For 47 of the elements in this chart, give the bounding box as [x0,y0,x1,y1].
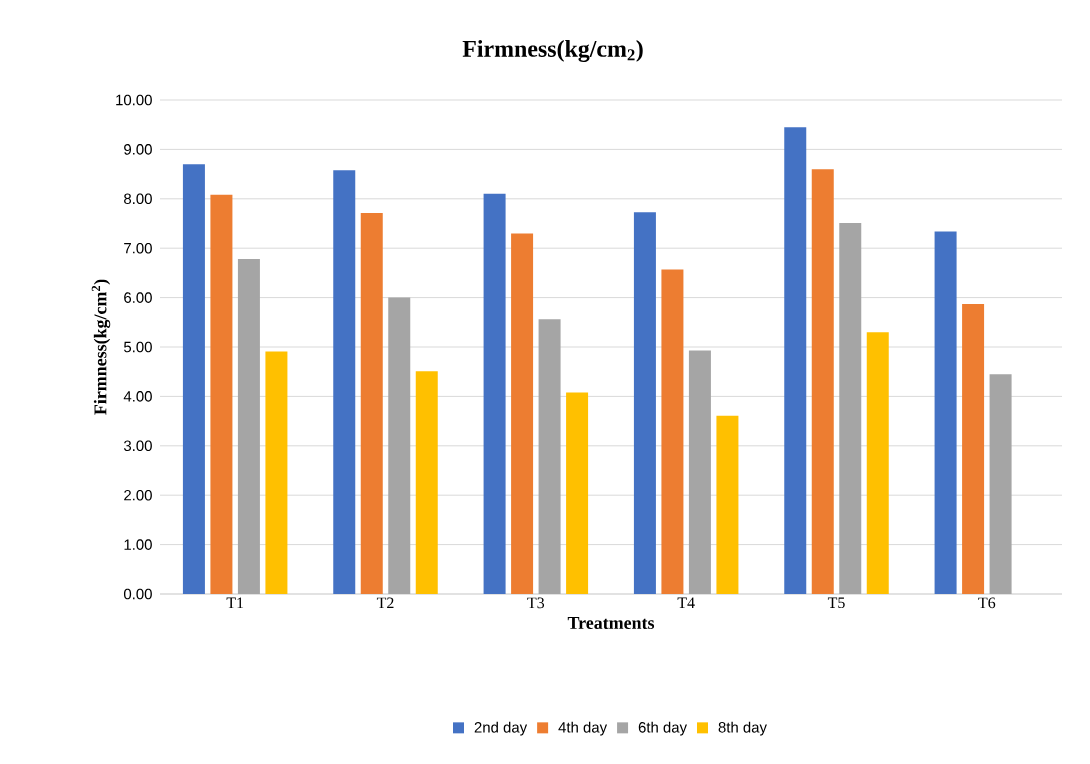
legend-label: 4th day [558,721,608,736]
bar [962,304,985,594]
y-tick-label: 9.00 [124,144,152,155]
legend-label: 6th day [638,721,687,736]
bar [265,351,288,594]
y-tick-label: 5.00 [123,341,152,353]
bar [784,127,807,594]
bar [989,374,1012,594]
bar [333,170,356,594]
chart-title: Firmness(kg/cm$_{2}$) [462,40,643,62]
x-tick-label: T2 [376,597,394,609]
x-axis-title: Treatments [567,617,655,629]
bar [716,415,739,594]
bar [388,297,411,594]
bar [633,212,656,594]
legend-label: 2nd day [474,721,528,736]
bar [839,223,862,594]
bar [688,350,711,594]
x-tick-label: T5 [827,597,845,609]
y-tick-label: 3.00 [123,440,152,452]
y-axis-title: Firmness(kg/cm$^{2}$) [91,279,111,415]
bar [360,213,383,594]
y-tick-label: 10.00 [116,94,152,106]
bar [661,269,684,594]
y-tick-label: 4.00 [123,391,152,402]
y-tick-label: 8.00 [124,193,152,205]
x-tick-label: T4 [677,597,695,609]
x-tick-label: T1 [226,597,244,609]
x-tick-label: T6 [978,597,996,609]
legend-label: 8th day [718,721,767,736]
y-tick-label: 7.00 [124,242,152,254]
y-tick-label: 0.00 [123,588,152,600]
bar [866,332,889,594]
y-tick-label: 1.00 [124,539,152,550]
x-tick-label: T3 [527,597,545,609]
bar [934,231,957,594]
bar [811,169,834,594]
bar [237,259,260,594]
bar [511,233,534,594]
bar [415,371,438,594]
bar [182,164,205,594]
bar [483,193,506,594]
bar [566,392,589,594]
bar [210,194,233,594]
bar [538,319,561,594]
y-tick-label: 6.00 [124,292,152,303]
y-tick-label: 2.00 [124,489,152,501]
